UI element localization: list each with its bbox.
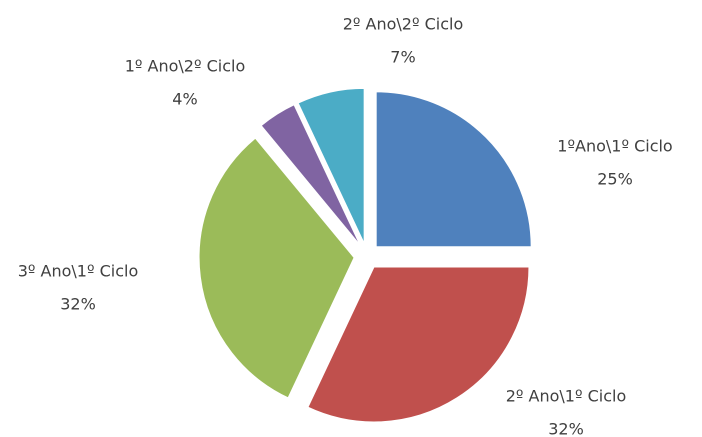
pie-slice (375, 91, 532, 248)
slice-label: 2º Ano\1º Ciclo (506, 387, 627, 406)
pie-slice (297, 87, 365, 244)
pie-slice (198, 137, 355, 399)
pie-slice (307, 266, 530, 423)
slice-value-label: 32% (60, 295, 96, 314)
pie-slice (260, 104, 361, 246)
slice-label: 2º Ano\2º Ciclo (343, 15, 464, 34)
slice-label: 1º Ano\2º Ciclo (125, 57, 246, 76)
slice-label: 1ºAno\1º Ciclo (557, 137, 672, 156)
slice-value-label: 7% (390, 48, 415, 67)
slice-value-label: 25% (597, 170, 633, 189)
slice-label: 3º Ano\1º Ciclo (18, 262, 139, 281)
slice-value-label: 4% (172, 90, 197, 109)
slice-value-label: 32% (548, 420, 584, 437)
